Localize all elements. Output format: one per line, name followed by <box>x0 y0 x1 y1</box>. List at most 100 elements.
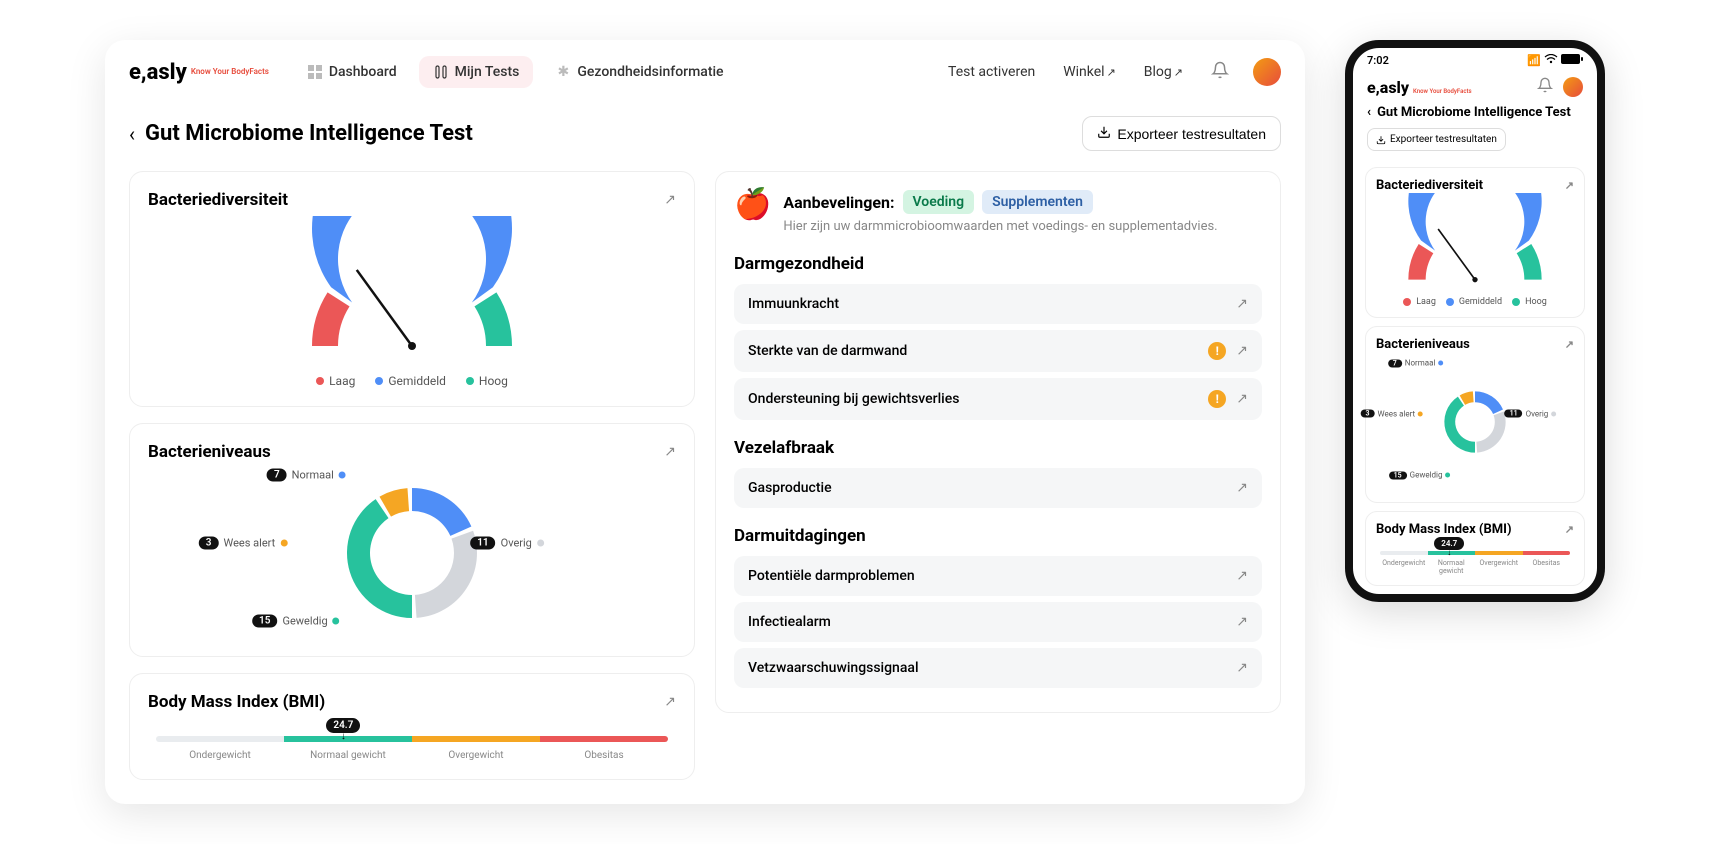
mobile-card-diversity: Bacteriediversiteit↗ Laag Gemiddeld Hoog <box>1365 167 1585 318</box>
left-column: Bacteriediversiteit ↗ Laag Gemiddeld Hoo… <box>129 171 695 780</box>
brand-logo: e,asly Know Your BodyFacts <box>129 60 269 85</box>
legend-dot-low <box>316 377 324 385</box>
donut-label: 11Overig <box>470 536 544 549</box>
result-row[interactable]: Ondersteuning bij gewichtsverlies!↗ <box>734 378 1262 420</box>
card-bmi: Body Mass Index (BMI) ↗ 24.7 ↓ Ondergewi… <box>129 673 695 780</box>
section-title: Darmgezondheid <box>734 254 1262 274</box>
open-card-mobile[interactable]: ↗ <box>1565 179 1574 192</box>
page-titlebar: ‹ Gut Microbiome Intelligence Test Expor… <box>105 104 1305 171</box>
donut-label: Normaal7 <box>1388 359 1444 368</box>
external-icon: ↗ <box>1174 66 1183 79</box>
card-bacteria-diversity: Bacteriediversiteit ↗ Laag Gemiddeld Hoo… <box>129 171 695 407</box>
battery-icon <box>1561 54 1583 67</box>
card-title: Bacteriediversiteit <box>148 190 288 210</box>
user-avatar[interactable] <box>1253 58 1281 86</box>
back-button[interactable]: ‹ <box>129 122 135 146</box>
nav-my-tests[interactable]: Mijn Tests <box>419 56 534 88</box>
reco-label: Aanbevelingen: <box>783 193 894 212</box>
open-card-bmi[interactable]: ↗ <box>664 694 676 710</box>
user-avatar-mobile[interactable] <box>1563 77 1583 97</box>
donut-label: Geweldig15 <box>1389 471 1451 480</box>
nav-health-info-label: Gezondheidsinformatie <box>577 64 723 80</box>
mobile-statusbar: 7:02 📶 <box>1353 48 1597 73</box>
legend-dot-high <box>466 377 474 385</box>
topbar: e,asly Know Your BodyFacts Dashboard Mij… <box>105 40 1305 104</box>
dashboard-icon <box>307 64 323 80</box>
brand-name: e,asly <box>129 60 187 85</box>
warning-icon: ! <box>1208 390 1226 408</box>
link-shop[interactable]: Winkel↗ <box>1063 64 1116 80</box>
open-row-icon: ↗ <box>1236 480 1248 496</box>
donut-label: Normaal7 <box>267 468 346 481</box>
mobile-title-row: ‹ Gut Microbiome Intelligence Test <box>1353 105 1597 120</box>
back-button-mobile[interactable]: ‹ <box>1367 105 1371 120</box>
tag-food[interactable]: Voeding <box>903 190 975 214</box>
mobile-header: e,asly Know Your BodyFacts <box>1353 73 1597 105</box>
nav-dashboard-label: Dashboard <box>329 64 397 80</box>
page-title: Gut Microbiome Intelligence Test <box>145 121 1072 146</box>
levels-donut: Normaal7 11Overig Geweldig15 Wees alert3 <box>148 468 676 638</box>
link-blog[interactable]: Blog↗ <box>1144 64 1183 80</box>
result-row[interactable]: Gasproductie↗ <box>734 468 1262 508</box>
result-row[interactable]: Potentiële darmproblemen↗ <box>734 556 1262 596</box>
notifications-icon-mobile[interactable] <box>1537 77 1553 97</box>
asterisk-icon: ✱ <box>555 64 571 80</box>
mobile-card-bmi: Body Mass Index (BMI)↗ 24.7 ↓ Ondergewic… <box>1365 511 1585 586</box>
export-button-mobile[interactable]: Exporteer testresultaten <box>1367 128 1506 151</box>
tests-icon <box>433 64 449 80</box>
card-title: Bacterieniveaus <box>148 442 271 462</box>
statusbar-time: 7:02 <box>1367 54 1389 67</box>
card-bacteria-levels: Bacterieniveaus ↗ Normaal7 11Overig Geweld… <box>129 423 695 657</box>
card-title: Body Mass Index (BMI) <box>148 692 325 712</box>
mobile-app-frame: 7:02 📶 e,asly Know Your BodyFacts ‹ Gut … <box>1345 40 1605 602</box>
mobile-card-levels: Bacterieniveaus↗ Normaal711OverigGeweldi… <box>1365 326 1585 503</box>
food-pill-icon: 🍎 <box>734 190 771 220</box>
notifications-icon[interactable] <box>1211 61 1229 83</box>
page-title-mobile: Gut Microbiome Intelligence Test <box>1377 105 1571 120</box>
result-row[interactable]: Immuunkracht↗ <box>734 284 1262 324</box>
open-row-icon: ↗ <box>1236 296 1248 312</box>
bmi-scale: 24.7 ↓ OndergewichtNormaal gewichtOverge… <box>148 718 676 761</box>
bmi-labels: OndergewichtNormaal gewichtOvergewichtOb… <box>156 750 668 761</box>
download-icon <box>1097 125 1111 142</box>
open-card-diversity[interactable]: ↗ <box>664 192 676 208</box>
external-icon: ↗ <box>1107 66 1116 79</box>
signal-icon: 📶 <box>1527 54 1541 67</box>
open-row-icon: ↗ <box>1236 568 1248 584</box>
right-column: 🍎 Aanbevelingen: Voeding Supplementen Hi… <box>715 171 1281 780</box>
open-row-icon: ↗ <box>1236 660 1248 676</box>
warning-icon: ! <box>1208 342 1226 360</box>
bmi-marker-arrow: ↓ <box>341 733 346 740</box>
bmi-track <box>156 736 668 742</box>
brand-logo-mobile: e,asly Know Your BodyFacts <box>1367 78 1472 97</box>
section-title: Vezelafbraak <box>734 438 1262 458</box>
result-row[interactable]: Vetzwaarschuwingssignaal↗ <box>734 648 1262 688</box>
bmi-marker: 24.7 ↓ <box>326 718 360 740</box>
nav-dashboard[interactable]: Dashboard <box>293 56 411 88</box>
nav-my-tests-label: Mijn Tests <box>455 64 520 80</box>
open-row-icon: ↗ <box>1236 391 1248 407</box>
open-row-icon: ↗ <box>1236 614 1248 630</box>
open-card-mobile[interactable]: ↗ <box>1565 523 1574 536</box>
open-row-icon: ↗ <box>1236 343 1248 359</box>
tag-supplements[interactable]: Supplementen <box>982 190 1093 214</box>
donut-label: Wees alert3 <box>199 536 287 549</box>
export-results-button[interactable]: Exporteer testresultaten <box>1082 116 1281 151</box>
donut-label: Geweldig15 <box>252 615 340 628</box>
content-area: Bacteriediversiteit ↗ Laag Gemiddeld Hoo… <box>105 171 1305 804</box>
brand-tagline: Know Your BodyFacts <box>191 68 269 76</box>
nav-health-info[interactable]: ✱ Gezondheidsinformatie <box>541 56 737 88</box>
desktop-app-frame: e,asly Know Your BodyFacts Dashboard Mij… <box>105 40 1305 804</box>
result-row[interactable]: Sterkte van de darmwand!↗ <box>734 330 1262 372</box>
card-recommendations: 🍎 Aanbevelingen: Voeding Supplementen Hi… <box>715 171 1281 713</box>
donut-label: 11Overig <box>1505 409 1557 418</box>
open-card-levels[interactable]: ↗ <box>664 444 676 460</box>
export-label: Exporteer testresultaten <box>1117 126 1266 142</box>
result-row[interactable]: Infectiealarm↗ <box>734 602 1262 642</box>
diversity-gauge <box>148 216 676 366</box>
reco-subtitle: Hier zijn uw darmmicrobioomwaarden met v… <box>783 218 1217 236</box>
legend-dot-mid <box>375 377 383 385</box>
wifi-icon <box>1544 54 1558 67</box>
link-activate-test[interactable]: Test activeren <box>948 64 1035 80</box>
open-card-mobile[interactable]: ↗ <box>1565 338 1574 351</box>
